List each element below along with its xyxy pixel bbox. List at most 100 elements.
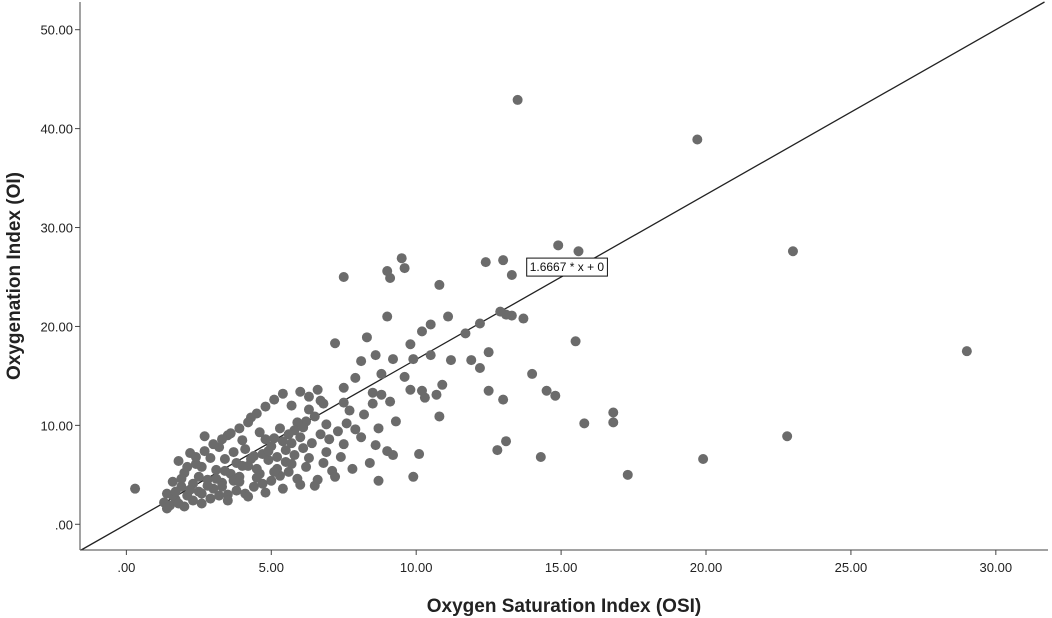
data-point: [370, 350, 381, 361]
data-point: [190, 452, 201, 463]
y-tick-label: .00: [55, 517, 73, 532]
data-point: [382, 446, 393, 457]
data-point: [266, 475, 277, 486]
data-point: [408, 354, 419, 365]
data-point: [190, 458, 201, 469]
data-point: [301, 461, 312, 472]
data-point: [269, 433, 280, 444]
x-tick-label: 30.00: [980, 560, 1013, 575]
data-point: [370, 440, 381, 451]
data-point: [535, 452, 546, 463]
data-point: [431, 389, 442, 400]
data-point: [396, 253, 407, 264]
data-point: [579, 418, 590, 429]
x-tick-label: 20.00: [690, 560, 723, 575]
data-point: [219, 453, 230, 464]
data-point: [269, 466, 280, 477]
data-point: [295, 386, 306, 397]
data-point: [315, 395, 326, 406]
y-tick-label: 50.00: [40, 23, 73, 38]
data-point: [234, 476, 245, 487]
data-point: [248, 481, 259, 492]
data-point: [185, 484, 196, 495]
data-point: [228, 447, 239, 458]
data-point: [350, 372, 361, 383]
data-point: [193, 471, 204, 482]
data-point: [277, 388, 288, 399]
data-point: [283, 429, 294, 440]
data-point: [405, 339, 416, 350]
data-point: [211, 464, 222, 475]
data-point: [315, 429, 326, 440]
data-point: [553, 240, 564, 251]
data-point: [286, 458, 297, 469]
data-point: [373, 423, 384, 434]
x-tick-label: 5.00: [259, 560, 284, 575]
data-point: [303, 453, 314, 464]
data-point: [243, 491, 254, 502]
fit-line-label: 1.6667 * x + 0: [530, 260, 605, 274]
data-point: [425, 319, 436, 330]
data-point: [434, 279, 445, 290]
data-point: [196, 488, 207, 499]
data-point: [324, 434, 335, 445]
data-point: [541, 385, 552, 396]
data-point: [492, 445, 503, 456]
data-point: [416, 326, 427, 337]
data-point: [359, 409, 370, 420]
data-point: [483, 347, 494, 358]
data-point: [608, 407, 619, 418]
data-point: [196, 498, 207, 509]
data-point: [506, 270, 517, 281]
data-point: [263, 446, 274, 457]
data-point: [199, 431, 210, 442]
x-tick-label: 15.00: [545, 560, 578, 575]
data-point: [306, 438, 317, 449]
data-point: [466, 355, 477, 366]
data-point: [622, 469, 633, 480]
data-point: [303, 404, 314, 415]
data-point: [245, 453, 256, 464]
data-point: [217, 481, 228, 492]
data-point: [292, 417, 303, 428]
data-point: [208, 439, 219, 450]
data-point: [573, 246, 584, 257]
data-point: [269, 394, 280, 405]
data-point: [445, 355, 456, 366]
data-point: [518, 313, 529, 324]
data-point: [205, 493, 216, 504]
data-point: [277, 436, 288, 447]
data-point: [570, 336, 581, 347]
data-point: [199, 446, 210, 457]
data-point: [219, 465, 230, 476]
data-point: [130, 483, 141, 494]
x-axis-title: Oxygen Saturation Index (OSI): [427, 596, 702, 617]
data-point: [414, 449, 425, 460]
data-point: [388, 354, 399, 365]
data-point: [312, 474, 323, 485]
data-point: [367, 387, 378, 398]
data-point: [550, 390, 561, 401]
data-point: [356, 356, 367, 367]
data-point: [347, 463, 358, 474]
data-point: [260, 434, 271, 445]
data-point: [260, 401, 271, 412]
data-point: [399, 371, 410, 382]
x-axis-ticks: .00 5.00 10.00 15.00 20.00 25.00 30.00: [117, 550, 1012, 575]
data-point: [356, 432, 367, 443]
data-point: [376, 368, 387, 379]
data-point: [483, 385, 494, 396]
data-point: [399, 263, 410, 274]
data-point: [692, 134, 703, 145]
data-point: [338, 439, 349, 450]
data-point: [382, 311, 393, 322]
data-point: [283, 466, 294, 477]
data-point: [167, 476, 178, 487]
data-point: [182, 461, 193, 472]
data-point: [286, 400, 297, 411]
data-point: [512, 94, 523, 105]
data-point: [498, 394, 509, 405]
data-point: [460, 328, 471, 339]
x-tick-label: 25.00: [835, 560, 868, 575]
